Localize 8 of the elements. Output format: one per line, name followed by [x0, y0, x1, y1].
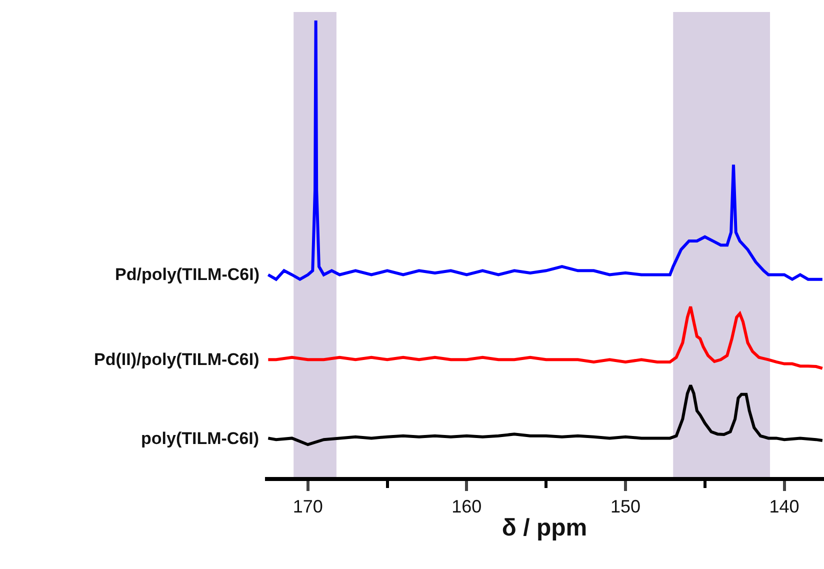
- series-label: poly(TILM-C6I): [141, 429, 260, 448]
- series-label: Pd(II)/poly(TILM-C6I): [94, 350, 260, 369]
- x-tick-label: 170: [292, 496, 323, 517]
- x-tick-label: 150: [610, 496, 641, 517]
- x-tick-label: 160: [452, 496, 482, 517]
- x-axis-title: δ / ppm: [502, 514, 588, 542]
- series-label: Pd/poly(TILM-C6I): [115, 265, 260, 284]
- x-tick-label: 140: [769, 496, 800, 517]
